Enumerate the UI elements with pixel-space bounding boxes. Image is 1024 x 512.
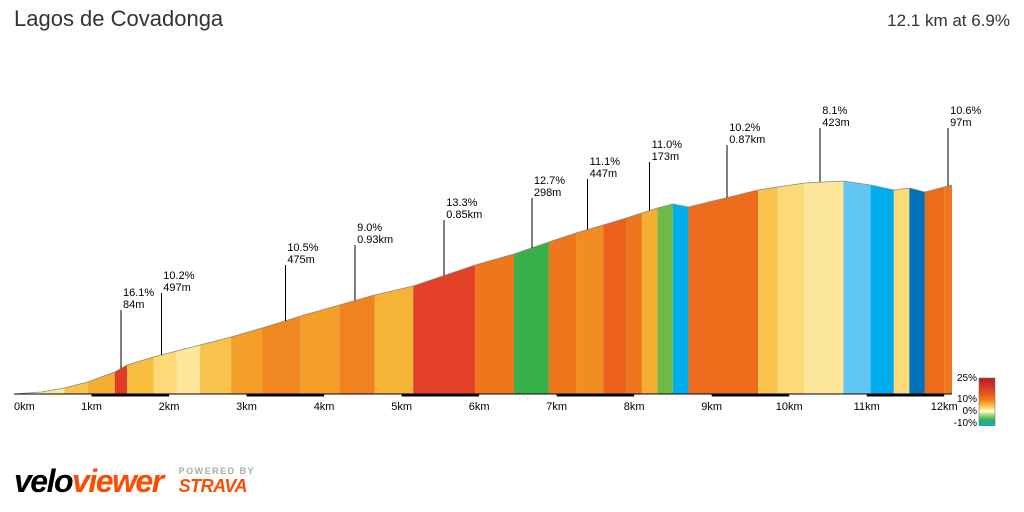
gradient-legend-bar <box>979 378 995 426</box>
gradient-segment <box>805 181 844 394</box>
climb-summary: 12.1 km at 6.9% <box>887 11 1010 31</box>
elevation-profile-chart: 0km 1km 2km 3km 4km 5km 6km 7km 8km 9km 10km 11km 12… <box>14 36 1010 426</box>
climb-title: Lagos de Covadonga <box>14 6 223 32</box>
gradient-segment <box>626 213 642 394</box>
gradient-segment <box>340 295 375 394</box>
callout-gradient-label: 12.7% <box>534 175 565 187</box>
callout-distance-label: 0.87km <box>729 134 765 146</box>
callout-gradient-label: 11.0% <box>652 139 683 151</box>
logo-viewer-text: viewer <box>72 463 163 499</box>
x-axis-label: 1km <box>81 401 102 413</box>
gradient-segment <box>778 183 805 394</box>
x-axis-label: 11km <box>854 401 880 413</box>
gradient-segment <box>673 204 689 394</box>
x-axis-label: 2km <box>159 401 180 413</box>
callout-gradient-label: 10.2% <box>163 270 194 282</box>
x-axis-label: 8km <box>624 401 645 413</box>
gradient-segment <box>301 305 340 394</box>
header: Lagos de Covadonga 12.1 km at 6.9% <box>0 0 1024 32</box>
gradient-segment <box>909 188 925 394</box>
callout-distance-label: 0.85km <box>446 209 482 221</box>
callout-distance-label: 0.93km <box>357 234 393 246</box>
gradient-segment <box>413 265 475 394</box>
logo-velo-text: velo <box>14 463 72 499</box>
x-axis-label: 5km <box>391 401 412 413</box>
veloviewer-logo: veloviewer <box>14 463 163 500</box>
gradient-segment <box>944 185 952 394</box>
x-axis-label: 12km <box>931 401 958 413</box>
callout-gradient-label: 9.0% <box>357 222 382 234</box>
gradient-segment <box>374 286 413 394</box>
gradient-segment <box>514 242 549 394</box>
callout-distance-label: 475m <box>287 254 315 266</box>
gradient-segment <box>262 316 301 394</box>
gradient-segment <box>127 357 153 394</box>
callout-gradient-label: 10.2% <box>729 122 760 134</box>
gradient-segment <box>925 187 944 394</box>
gradient-segment <box>894 188 910 394</box>
callout-gradient-label: 10.6% <box>950 105 981 117</box>
callout-distance-label: 84m <box>123 299 144 311</box>
strava-logo-text: STRAVA <box>179 476 256 497</box>
callout-gradient-label: 16.1% <box>123 287 154 299</box>
legend-tick-label: 10% <box>957 394 977 405</box>
callout-gradient-label: 8.1% <box>822 105 847 117</box>
callout-distance-label: 497m <box>163 282 191 294</box>
x-axis-label: 10km <box>776 401 803 413</box>
x-axis-label: 0km <box>14 401 35 413</box>
gradient-segment <box>64 382 87 394</box>
legend-tick-label: -10% <box>954 418 977 426</box>
gradient-segment <box>576 225 603 394</box>
callout-distance-label: 298m <box>534 187 562 199</box>
x-axis-label: 7km <box>546 401 567 413</box>
callout-gradient-label: 13.3% <box>446 197 477 209</box>
x-axis-label: 4km <box>314 401 335 413</box>
gradient-segment <box>549 233 576 394</box>
footer: veloviewer POWERED BY STRAVA <box>14 463 255 500</box>
gradient-segment <box>758 187 777 394</box>
callout-distance-label: 423m <box>822 117 850 129</box>
gradient-segment <box>642 208 658 394</box>
gradient-segment <box>475 254 514 394</box>
callout-gradient-label: 11.1% <box>590 156 621 168</box>
legend-tick-label: 25% <box>957 373 977 384</box>
callout-distance-label: 97m <box>950 117 971 129</box>
gradient-segment <box>603 218 626 394</box>
legend-tick-label: 0% <box>963 406 978 417</box>
gradient-segment <box>843 181 870 394</box>
callout-distance-label: 173m <box>652 151 680 163</box>
gradient-segment <box>871 185 894 394</box>
gradient-segment <box>177 345 200 394</box>
gradient-segment <box>154 351 177 394</box>
callout-distance-label: 447m <box>590 168 618 180</box>
gradient-segment <box>200 337 231 394</box>
powered-by-strava: POWERED BY STRAVA <box>179 466 256 497</box>
x-axis-label: 9km <box>701 401 722 413</box>
x-axis-label: 6km <box>469 401 490 413</box>
gradient-segment <box>231 328 262 394</box>
powered-by-label: POWERED BY <box>179 466 256 476</box>
gradient-segment <box>657 204 673 394</box>
gradient-segment <box>688 190 758 394</box>
gradient-segment <box>88 372 115 394</box>
x-axis-label: 3km <box>236 401 257 413</box>
gradient-segment <box>115 365 127 394</box>
callout-gradient-label: 10.5% <box>287 242 318 254</box>
